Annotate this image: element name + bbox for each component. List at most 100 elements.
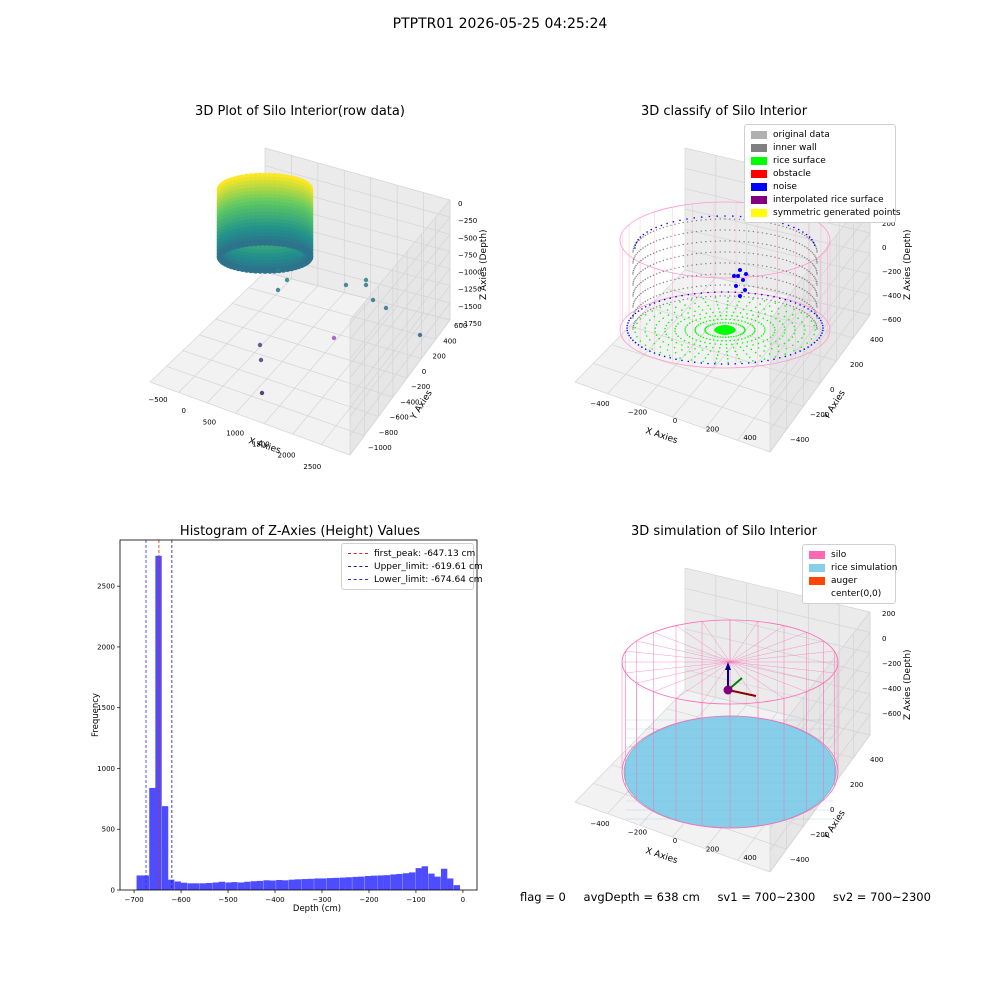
legend-label: obstacle xyxy=(773,168,811,179)
inner-wall-point xyxy=(816,282,818,284)
rice-surface-point xyxy=(771,310,773,313)
inner-wall-point xyxy=(632,247,635,250)
histogram-bar xyxy=(421,866,429,890)
inner-wall-point xyxy=(724,251,726,253)
tick-label: 600 xyxy=(454,322,467,330)
inner-wall-point xyxy=(766,298,768,301)
noise-cluster-point xyxy=(732,274,736,278)
tick-label: 200 xyxy=(433,353,446,361)
inner-wall-point xyxy=(659,272,661,274)
rice-surface-point xyxy=(674,330,676,333)
rice-surface-point xyxy=(708,325,710,327)
rice-surface-point xyxy=(749,323,752,326)
tick-label: 500 xyxy=(203,418,216,426)
noise-point xyxy=(741,291,743,294)
rice-surface-point xyxy=(697,334,700,336)
tick-label: 0 xyxy=(422,368,426,376)
noise-point xyxy=(653,352,656,354)
noise-point xyxy=(802,231,804,233)
rice-surface-point xyxy=(665,324,668,327)
legend-item: inner wall xyxy=(751,141,889,154)
tick-label: −200 xyxy=(810,831,829,839)
inner-wall-point xyxy=(785,226,788,229)
grid-line xyxy=(264,299,371,424)
rice-surface-point xyxy=(689,351,691,353)
inner-wall-point xyxy=(808,248,810,251)
silo-roof-wire xyxy=(675,625,731,663)
panel4-x-label: X Axies xyxy=(644,846,679,866)
rice-surface-point xyxy=(792,344,794,347)
inner-wall-point xyxy=(674,278,676,280)
histogram-bar xyxy=(409,872,416,890)
rice-surface-point xyxy=(774,302,777,304)
noise-point xyxy=(646,231,648,233)
inner-wall-point xyxy=(662,303,665,306)
noise-cluster-point xyxy=(743,288,747,292)
noise-point xyxy=(672,221,675,223)
inner-wall-point xyxy=(785,237,788,240)
inner-wall-point xyxy=(635,319,637,322)
noise-point xyxy=(687,293,690,296)
inner-wall-point xyxy=(691,297,693,299)
rice-surface-point xyxy=(793,325,796,328)
inner-wall-point xyxy=(682,254,684,257)
inner-wall-point xyxy=(808,259,810,262)
inner-wall-point xyxy=(662,237,665,240)
rice-surface-point xyxy=(693,315,695,317)
inner-wall-point xyxy=(652,307,655,309)
rice-surface-point xyxy=(754,306,757,309)
inner-wall-point xyxy=(816,317,818,319)
inner-wall-point xyxy=(752,241,755,244)
rice-surface-point xyxy=(725,318,727,320)
legend-label: Upper_limit: -619.61 cm xyxy=(374,561,483,572)
tick-label: −600 xyxy=(882,710,901,718)
rice-surface-point xyxy=(753,327,756,330)
histogram-bar xyxy=(326,878,334,890)
rice-surface-point xyxy=(736,304,738,306)
inner-wall-point xyxy=(808,270,810,273)
histogram-bar xyxy=(440,868,448,890)
rice-surface-point xyxy=(644,331,646,333)
rice-surface-point xyxy=(777,350,780,353)
rice-surface-point xyxy=(709,315,711,318)
rice-surface-point xyxy=(694,347,696,350)
rice-surface-point xyxy=(762,333,765,335)
noise-point xyxy=(634,341,637,344)
rice-surface-point xyxy=(671,339,673,341)
legend-label: Lower_limit: -674.64 cm xyxy=(374,574,483,585)
rice-surface-point xyxy=(667,314,670,316)
inner-wall-point xyxy=(761,276,764,278)
inner-wall-point xyxy=(678,266,680,269)
rice-surface-point xyxy=(742,308,745,311)
inner-wall-point xyxy=(682,298,684,301)
rice-surface-point xyxy=(644,327,646,329)
histogram-bar xyxy=(187,883,194,890)
inner-wall-point xyxy=(815,257,817,259)
rice-surface-point xyxy=(675,325,677,328)
inner-wall-point xyxy=(806,247,808,249)
histogram-bar xyxy=(370,875,378,890)
noise-point xyxy=(658,300,661,302)
rice-surface-point xyxy=(707,304,709,307)
inner-wall-point xyxy=(662,259,665,262)
rice-surface-point xyxy=(763,327,766,329)
tick-label: 0 xyxy=(673,417,677,425)
histogram-bar xyxy=(174,881,181,890)
rice-surface-point xyxy=(770,343,772,345)
rice-surface-point xyxy=(754,351,757,354)
rice-surface-point xyxy=(699,344,701,347)
inner-wall-point xyxy=(801,266,803,268)
inner-wall-point xyxy=(635,308,637,311)
inner-wall-point xyxy=(633,301,635,303)
legend-label: silo xyxy=(831,549,847,560)
inner-wall-point xyxy=(634,266,636,268)
legend-label: rice surface xyxy=(773,155,826,166)
inner-wall-point xyxy=(778,279,780,281)
rice-surface-point xyxy=(733,335,735,338)
inner-wall-point xyxy=(682,243,684,246)
inner-wall-point xyxy=(634,310,636,312)
rice-surface-point xyxy=(751,318,753,321)
rice-surface-point xyxy=(736,342,739,345)
rice-surface-point xyxy=(706,325,709,328)
rice-surface-point xyxy=(687,346,689,348)
